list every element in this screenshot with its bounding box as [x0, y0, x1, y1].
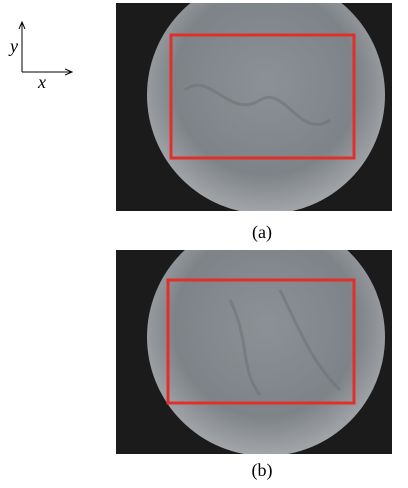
y-label: y [8, 36, 18, 56]
figure: y x (a) (b) [0, 0, 408, 483]
panel-a: (a) [116, 0, 392, 243]
caption: (b) [252, 460, 273, 481]
page: y x (a) (b) (() => { const data = JSON.p… [0, 0, 408, 483]
panel-b: (b) [116, 218, 392, 481]
specimen-disk [147, 218, 385, 456]
axis-indicator: y x [8, 22, 72, 92]
caption: (a) [252, 222, 272, 243]
x-label: x [37, 72, 46, 92]
